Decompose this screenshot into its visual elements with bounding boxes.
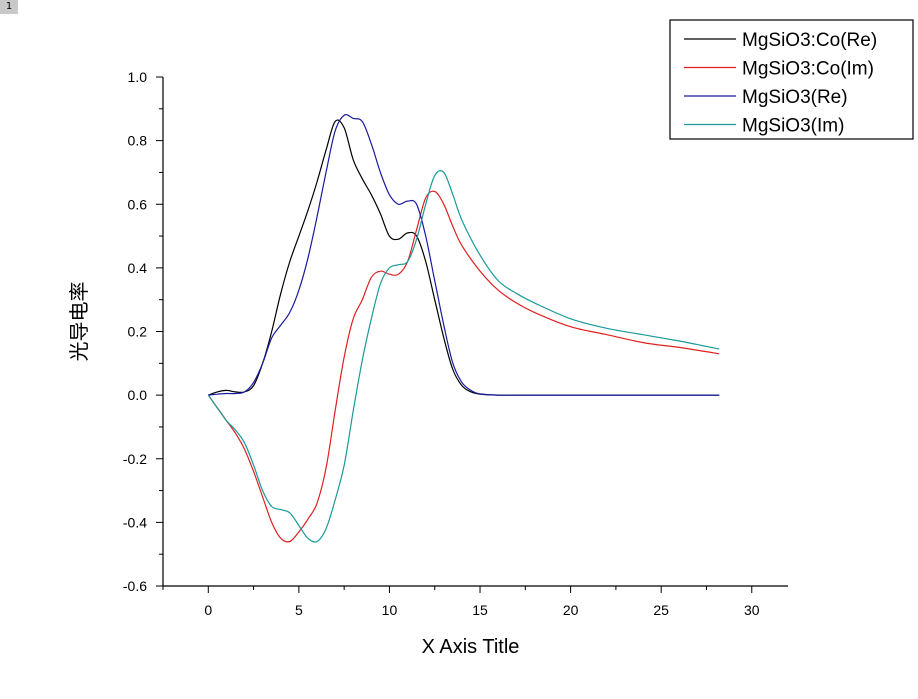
- y-tick-label: -0.2: [123, 451, 147, 467]
- legend-label: MgSiO3(Re): [742, 87, 848, 108]
- x-tick-label: 15: [472, 602, 488, 618]
- y-axis-title: 光导电率: [68, 282, 91, 362]
- legend-label: MgSiO3:Co(Re): [742, 30, 877, 51]
- legend: MgSiO3:Co(Re) MgSiO3:Co(Im) MgSiO3(Re) MgSi…: [669, 19, 914, 140]
- y-tick-label: 0.8: [128, 133, 148, 149]
- y-tick-label: 1.0: [128, 69, 148, 85]
- y-tick-label: -0.4: [123, 514, 147, 530]
- series-line-4: [207, 170, 720, 543]
- x-tick-label: 30: [744, 602, 760, 618]
- x-tick-label: 0: [204, 602, 212, 618]
- y-tick-label: 0.6: [128, 196, 148, 212]
- series-layer: [207, 114, 720, 543]
- series-line-2: [207, 190, 720, 543]
- x-axis-title: X Axis Title: [422, 636, 520, 658]
- x-tick-label: 5: [295, 602, 303, 618]
- x-tick-label: 20: [563, 602, 579, 618]
- page-number-badge: 1: [0, 0, 18, 14]
- tick-labels: -0.6 -0.4 -0.2 0.0 0.2 0.4 0.6 0.8 1.0 0 5 10 15 20 25…: [123, 69, 760, 618]
- series-line-3: [208, 114, 720, 396]
- y-tick-label: 0.2: [128, 324, 148, 340]
- legend-box: [669, 19, 914, 140]
- x-tick-label: 25: [653, 602, 669, 618]
- axes: [156, 76, 788, 593]
- y-tick-label: -0.6: [123, 578, 147, 594]
- y-tick-label: 0.0: [128, 387, 148, 403]
- x-tick-label: 10: [382, 602, 398, 618]
- legend-label: MgSiO3(Im): [742, 116, 844, 137]
- legend-label: MgSiO3:Co(Im): [742, 59, 874, 80]
- y-tick-label: 0.4: [128, 260, 148, 276]
- series-line-1: [208, 119, 720, 396]
